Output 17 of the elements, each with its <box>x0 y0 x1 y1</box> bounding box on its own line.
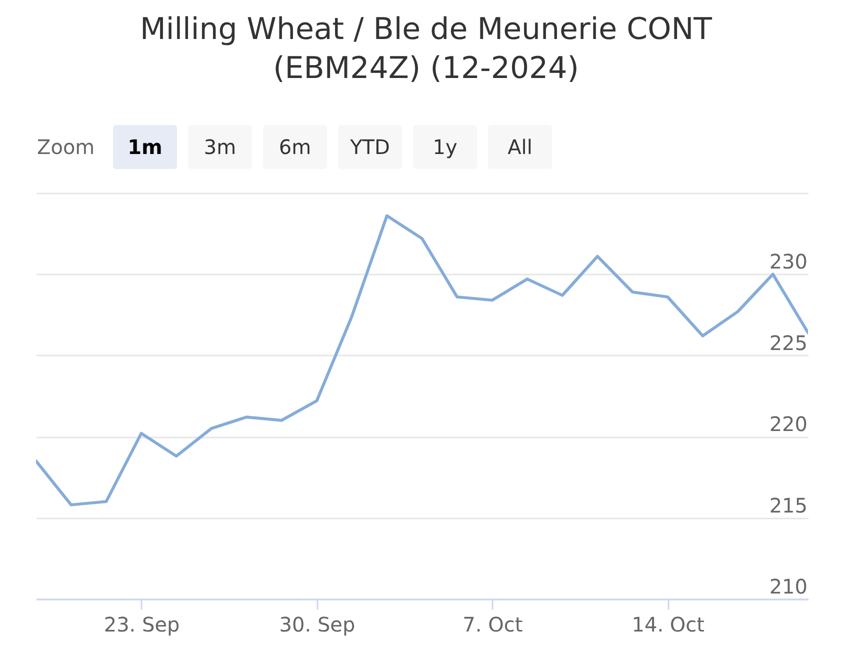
zoom-button: 1m <box>113 125 177 169</box>
y-tick-label: 215 <box>769 493 808 518</box>
text: Zoom <box>37 135 96 159</box>
zoom-button: 6m <box>263 125 327 169</box>
y-tick-label: 220 <box>769 412 808 436</box>
x-tick-label: 7. Oct <box>462 612 523 636</box>
zoom-button: 1y <box>413 125 477 169</box>
zoom-button: 3m <box>188 125 252 169</box>
y-tick-label: 230 <box>769 250 808 274</box>
x-tick-label: 14. Oct <box>632 612 705 636</box>
x-tick-label: 30. Sep <box>279 612 356 636</box>
zoom-button: All <box>488 125 552 169</box>
chart-title: Milling Wheat / Ble de Meunerie CONT (EBM24Z) (12-2024) <box>138 11 714 88</box>
zoom-button: YTD <box>338 125 402 169</box>
y-tick-label: 225 <box>769 330 808 355</box>
x-tick-label: 23. Sep <box>104 612 180 636</box>
y-tick-label: 210 <box>769 574 808 598</box>
